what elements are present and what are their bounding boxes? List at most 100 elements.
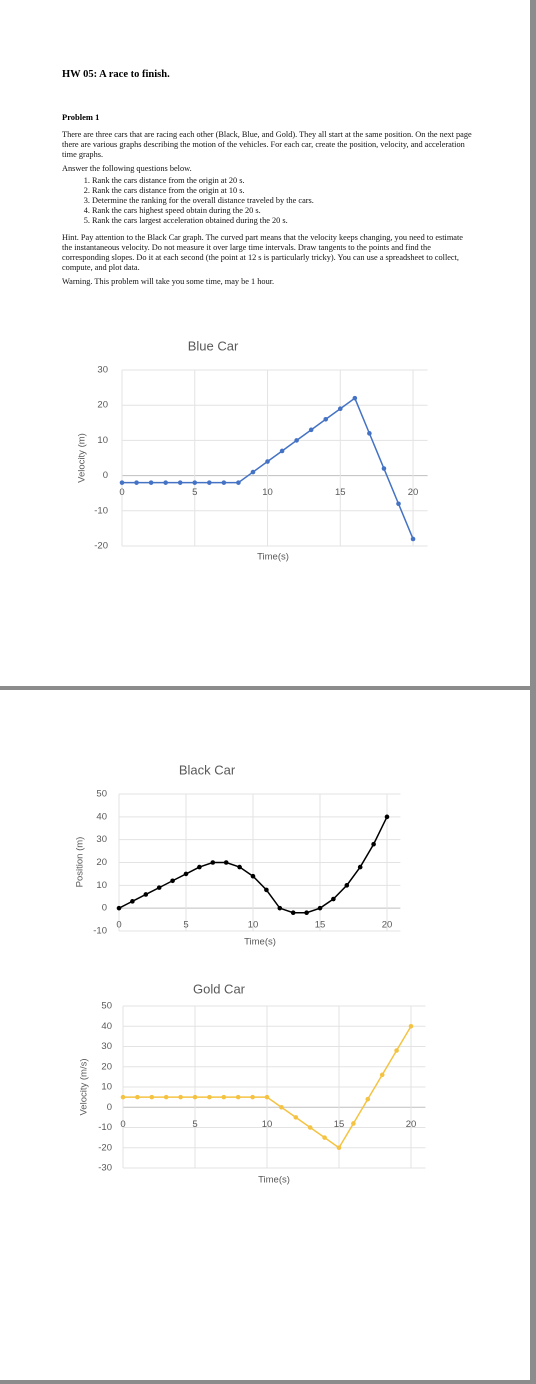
chart-title: Gold Car xyxy=(193,981,246,996)
prompt: Answer the following questions below. xyxy=(62,164,192,173)
data-point xyxy=(384,814,390,820)
data-point xyxy=(163,1094,169,1100)
data-point xyxy=(279,448,285,454)
data-point xyxy=(237,864,242,870)
data-point xyxy=(344,883,350,888)
data-point xyxy=(177,480,183,485)
y-tick-label: 20 xyxy=(96,857,107,868)
data-point xyxy=(264,887,269,893)
data-point xyxy=(304,910,309,916)
data-point xyxy=(148,480,154,485)
data-point xyxy=(116,905,122,911)
y-tick-label: -20 xyxy=(98,1142,112,1153)
data-point xyxy=(250,1094,255,1100)
y-tick-label: 0 xyxy=(107,1102,112,1113)
data-point xyxy=(381,466,387,471)
data-point xyxy=(156,885,162,890)
y-tick-label: 40 xyxy=(101,1021,112,1032)
data-point xyxy=(331,896,336,902)
x-tick-label: 0 xyxy=(119,487,124,498)
data-point xyxy=(170,878,175,884)
data-point xyxy=(277,905,283,911)
x-tick-label: 15 xyxy=(315,920,326,931)
question: Rank the cars largest acceleration obtai… xyxy=(92,216,474,226)
x-axis-title: Time(s) xyxy=(257,552,289,563)
data-point xyxy=(396,501,401,507)
y-tick-label: 30 xyxy=(101,1041,112,1052)
problem-heading: Problem 1 xyxy=(62,112,100,122)
data-point xyxy=(357,864,363,870)
question: Rank the cars highest speed obtain durin… xyxy=(92,206,474,216)
data-point xyxy=(336,1145,342,1151)
y-tick-label: 10 xyxy=(101,1082,112,1093)
y-tick-label: -20 xyxy=(94,541,108,552)
data-point xyxy=(265,459,270,464)
y-tick-label: 0 xyxy=(103,470,108,481)
x-tick-label: 15 xyxy=(335,487,346,498)
y-tick-label: -10 xyxy=(93,926,107,937)
y-tick-label: 20 xyxy=(101,1061,112,1072)
data-point xyxy=(192,480,198,485)
warning: Warning. This problem will take you some… xyxy=(62,277,275,286)
x-tick-label: 10 xyxy=(248,920,259,931)
data-point xyxy=(235,1094,241,1100)
data-point xyxy=(307,1125,313,1130)
data-point xyxy=(408,1023,414,1029)
data-point xyxy=(130,899,135,904)
y-tick-label: -10 xyxy=(98,1122,112,1133)
y-tick-label: -10 xyxy=(94,505,108,516)
x-tick-label: 20 xyxy=(382,920,393,931)
y-tick-label: 30 xyxy=(96,834,107,845)
intro: There are three cars that are racing eac… xyxy=(62,130,472,159)
data-point xyxy=(323,416,329,422)
data-point xyxy=(134,480,139,485)
x-tick-label: 0 xyxy=(120,1119,125,1130)
page-1 xyxy=(0,0,530,686)
data-point xyxy=(135,1094,140,1100)
chart-title: Black Car xyxy=(179,762,236,777)
question: Rank the cars distance from the origin a… xyxy=(92,186,474,196)
x-tick-label: 5 xyxy=(192,487,197,498)
data-point xyxy=(221,1094,227,1100)
y-tick-label: 50 xyxy=(101,1001,112,1012)
data-point xyxy=(322,1135,327,1140)
data-point xyxy=(351,1121,356,1126)
y-axis-title: Velocity (m/s) xyxy=(79,1058,90,1115)
data-point xyxy=(163,480,168,485)
data-point xyxy=(352,395,358,401)
x-tick-label: 20 xyxy=(408,487,419,498)
body-text: There are three cars that are racing eac… xyxy=(62,130,474,287)
page-2 xyxy=(0,690,530,1380)
y-tick-label: 10 xyxy=(96,880,107,891)
data-point xyxy=(410,536,416,542)
data-point xyxy=(183,871,189,877)
x-axis-title: Time(s) xyxy=(244,937,276,948)
x-tick-label: 10 xyxy=(262,487,273,498)
data-point xyxy=(207,480,212,485)
data-point xyxy=(197,864,202,870)
data-point xyxy=(120,1094,126,1100)
data-point xyxy=(221,480,227,485)
data-point xyxy=(192,1094,198,1100)
data-point xyxy=(279,1104,284,1110)
data-point xyxy=(250,873,256,879)
y-tick-label: 30 xyxy=(97,365,108,376)
data-point xyxy=(308,427,314,433)
y-tick-label: 0 xyxy=(102,903,107,914)
data-point xyxy=(143,892,149,897)
x-tick-label: 10 xyxy=(262,1119,273,1130)
y-tick-label: 40 xyxy=(96,811,107,822)
data-point xyxy=(365,1096,371,1102)
hint: Hint. Pay attention to the Black Car gra… xyxy=(62,233,463,272)
data-point xyxy=(119,480,125,485)
question-list: Rank the cars distance from the origin a… xyxy=(62,176,474,226)
x-tick-label: 5 xyxy=(192,1119,197,1130)
data-point xyxy=(149,1094,155,1100)
question: Rank the cars distance from the origin a… xyxy=(92,176,474,186)
data-point xyxy=(293,1115,299,1120)
y-axis-title: Position (m) xyxy=(75,837,86,888)
data-point xyxy=(210,860,216,865)
x-axis-title: Time(s) xyxy=(258,1175,290,1186)
